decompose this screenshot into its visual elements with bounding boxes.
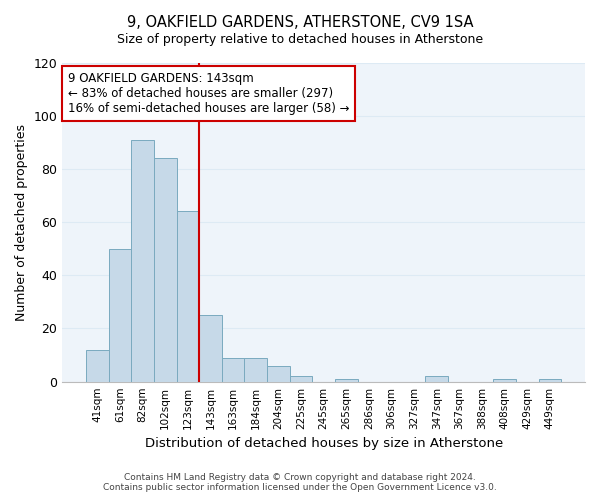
X-axis label: Distribution of detached houses by size in Atherstone: Distribution of detached houses by size …	[145, 437, 503, 450]
Bar	[131, 140, 154, 382]
Bar	[109, 248, 131, 382]
Bar	[290, 376, 313, 382]
Bar	[86, 350, 109, 382]
Bar	[222, 358, 244, 382]
Bar	[425, 376, 448, 382]
Bar	[176, 212, 199, 382]
Text: 9 OAKFIELD GARDENS: 143sqm
← 83% of detached houses are smaller (297)
16% of sem: 9 OAKFIELD GARDENS: 143sqm ← 83% of deta…	[68, 72, 349, 115]
Bar	[244, 358, 267, 382]
Text: Size of property relative to detached houses in Atherstone: Size of property relative to detached ho…	[117, 32, 483, 46]
Bar	[335, 379, 358, 382]
Text: 9, OAKFIELD GARDENS, ATHERSTONE, CV9 1SA: 9, OAKFIELD GARDENS, ATHERSTONE, CV9 1SA	[127, 15, 473, 30]
Bar	[267, 366, 290, 382]
Bar	[199, 315, 222, 382]
Bar	[154, 158, 176, 382]
Bar	[493, 379, 516, 382]
Bar	[539, 379, 561, 382]
Text: Contains HM Land Registry data © Crown copyright and database right 2024.
Contai: Contains HM Land Registry data © Crown c…	[103, 473, 497, 492]
Y-axis label: Number of detached properties: Number of detached properties	[15, 124, 28, 320]
